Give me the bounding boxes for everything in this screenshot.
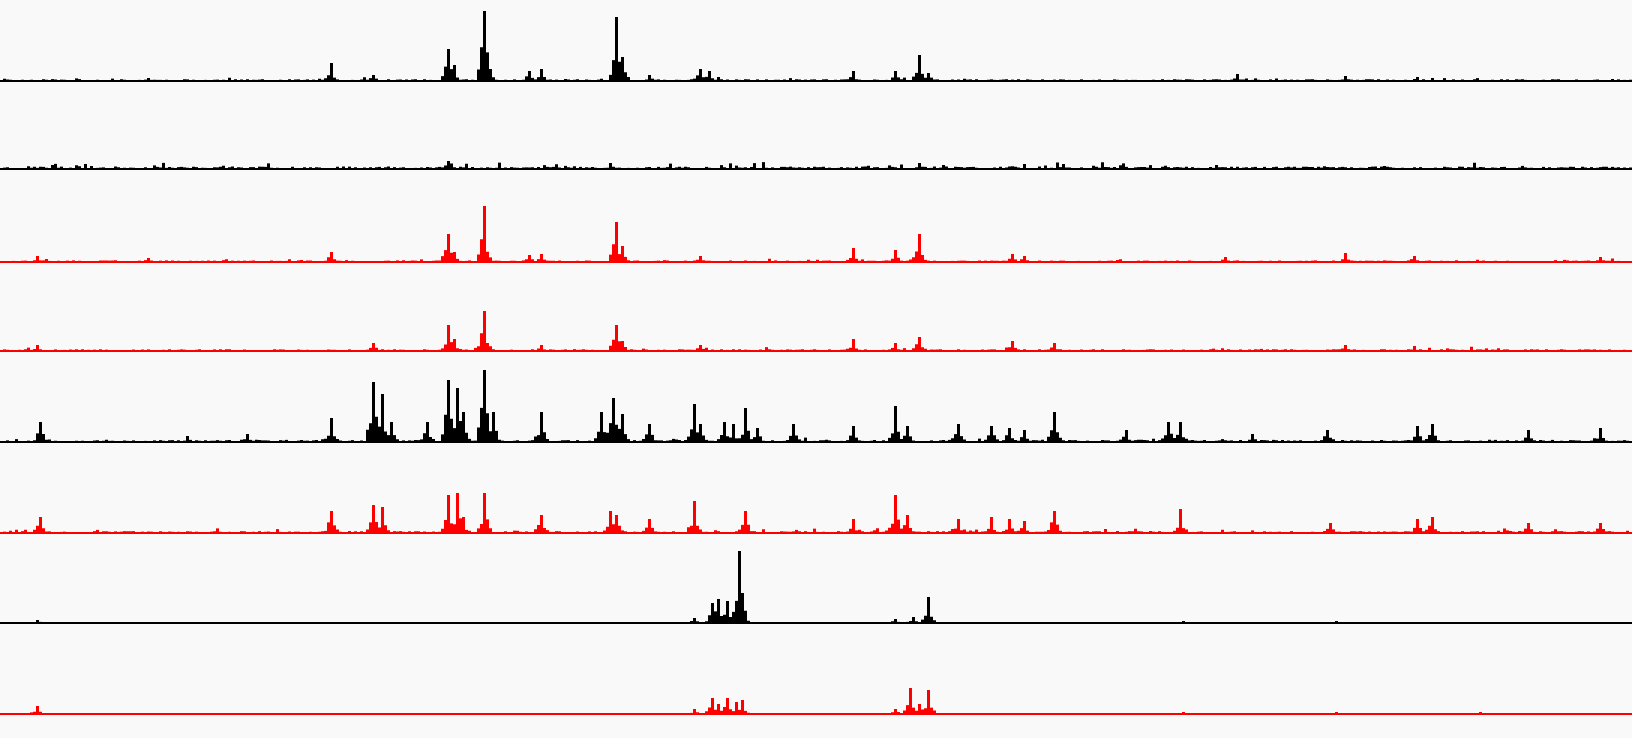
track-6-signal [0, 493, 1632, 533]
track-1-signal [0, 11, 1632, 81]
track-5 [0, 370, 1632, 443]
track-1 [0, 11, 1632, 82]
track-6 [0, 493, 1632, 534]
track-7-signal [0, 551, 1632, 623]
track-2-signal [0, 161, 1632, 169]
track-3-signal [0, 206, 1632, 262]
track-5-signal [0, 370, 1632, 442]
track-7 [0, 551, 1632, 624]
track-3 [0, 206, 1632, 263]
track-8 [0, 688, 1632, 715]
track-4-signal [0, 311, 1632, 351]
track-2 [0, 161, 1632, 170]
track-8-signal [0, 688, 1632, 714]
track-4 [0, 311, 1632, 352]
